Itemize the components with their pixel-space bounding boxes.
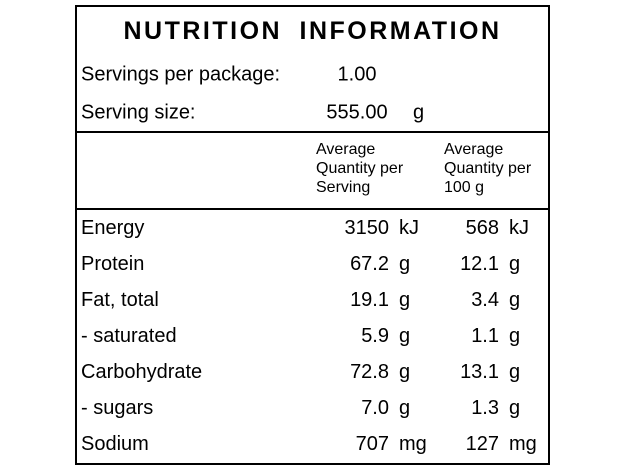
serving-size-unit: g (413, 101, 425, 124)
serving-size-row: Serving size: 555.00 g (77, 95, 548, 131)
nutrient-name: - sugars (81, 396, 154, 419)
per-serving-value: 707 (355, 432, 389, 455)
per-100g-header-line-3: 100 g (444, 179, 485, 196)
per-serving-value: 72.8 (350, 360, 389, 383)
per-serving-unit: g (399, 396, 411, 419)
nutrient-name: Fat, total (81, 288, 159, 311)
per-100g-value: 1.3 (471, 396, 499, 419)
nutrient-name: - saturated (81, 324, 177, 347)
per-serving-value: 7.0 (361, 396, 389, 419)
nutrient-name: Protein (81, 252, 145, 275)
serving-size-value: 555.00 (326, 101, 388, 124)
table-row-sodium: Sodium 707 mg 127 mg (77, 426, 548, 462)
per-100g-unit: g (509, 360, 521, 383)
per-serving-value: 3150 (344, 216, 390, 239)
table-row-sugars: - sugars 7.0 g 1.3 g (77, 390, 548, 426)
serving-size-label: Serving size: (81, 101, 196, 124)
servings-per-package-value: 1.00 (337, 63, 377, 86)
per-serving-unit: kJ (399, 216, 419, 239)
per-serving-value: 5.9 (361, 324, 389, 347)
per-100g-value: 127 (465, 432, 499, 455)
servings-per-package-row: Servings per package: 1.00 (77, 55, 548, 95)
per-serving-header-line-2: Quantity per (316, 160, 404, 177)
per-100g-header-line-2: Quantity per (444, 160, 532, 177)
per-100g-unit: g (509, 252, 521, 275)
nutrient-name: Sodium (81, 432, 149, 455)
table-row-fat-total: Fat, total 19.1 g 3.4 g (77, 282, 548, 318)
per-100g-unit: kJ (509, 216, 529, 239)
panel-title: NUTRITION INFORMATION (123, 16, 502, 45)
serving-info-section: Servings per package: 1.00 Serving size:… (77, 55, 548, 133)
per-serving-unit: g (399, 324, 411, 347)
per-100g-unit: mg (509, 432, 537, 455)
per-100g-column-header: Average Quantity per 100 g (444, 140, 531, 197)
per-serving-value: 67.2 (350, 252, 389, 275)
per-serving-value: 19.1 (350, 288, 389, 311)
nutrient-table-body: Energy 3150 kJ 568 kJ Protein 67.2 g 12.… (77, 210, 548, 462)
per-serving-header-line-3: Serving (316, 179, 371, 196)
nutrition-information-panel: NUTRITION INFORMATION Servings per packa… (75, 5, 550, 465)
per-100g-header-line-1: Average (444, 141, 504, 158)
per-100g-value: 13.1 (460, 360, 499, 383)
table-row-protein: Protein 67.2 g 12.1 g (77, 246, 548, 282)
column-headers-row: Average Quantity per Serving Average Qua… (77, 133, 548, 210)
per-100g-unit: g (509, 324, 521, 347)
per-100g-value: 1.1 (471, 324, 499, 347)
per-100g-unit: g (509, 288, 521, 311)
servings-per-package-label: Servings per package: (81, 63, 281, 86)
per-100g-unit: g (509, 396, 521, 419)
per-serving-unit: g (399, 288, 411, 311)
per-100g-value: 568 (465, 216, 499, 239)
table-row-carbohydrate: Carbohydrate 72.8 g 13.1 g (77, 354, 548, 390)
per-serving-unit: mg (399, 432, 427, 455)
per-serving-unit: g (399, 252, 411, 275)
nutrient-name: Carbohydrate (81, 360, 203, 383)
per-100g-value: 12.1 (460, 252, 499, 275)
per-serving-unit: g (399, 360, 411, 383)
table-row-energy: Energy 3150 kJ 568 kJ (77, 210, 548, 246)
table-row-saturated: - saturated 5.9 g 1.1 g (77, 318, 548, 354)
nutrient-name: Energy (81, 216, 145, 239)
per-serving-column-header: Average Quantity per Serving (316, 140, 403, 197)
per-100g-value: 3.4 (471, 288, 499, 311)
per-serving-header-line-1: Average (316, 141, 376, 158)
